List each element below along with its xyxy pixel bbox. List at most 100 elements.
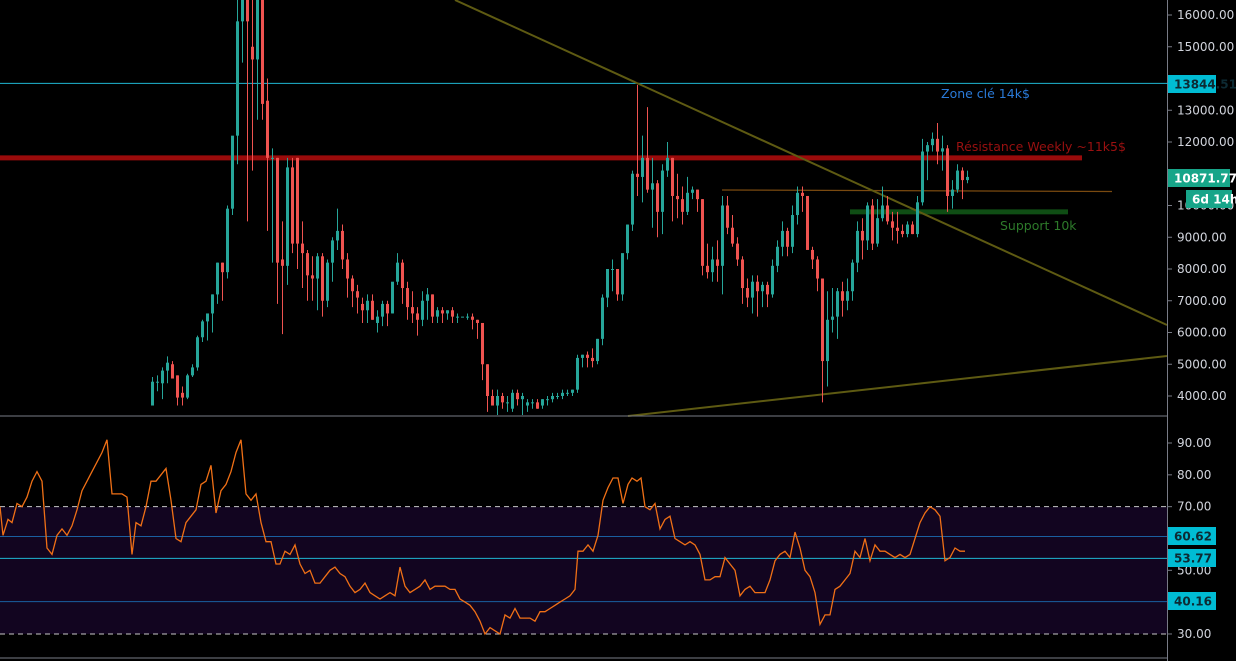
candle-body <box>896 227 899 231</box>
rsi-tick-label: 80.00 <box>1177 468 1211 482</box>
candle-body <box>666 157 669 171</box>
candle-body <box>261 0 264 104</box>
candle-body <box>946 148 949 196</box>
rsi-40-tag-text: 40.16 <box>1174 595 1212 609</box>
support-annotation[interactable]: Support 10k <box>1000 218 1077 233</box>
candle-body <box>446 310 449 314</box>
candle-body <box>501 396 504 403</box>
price-horizontal-levels[interactable] <box>0 82 1167 215</box>
candle-body <box>661 170 664 212</box>
candle-body <box>916 202 919 235</box>
candle-body <box>381 303 384 317</box>
candle-body <box>616 269 619 295</box>
candle-body <box>326 262 329 301</box>
candle-body <box>766 284 769 295</box>
last-price-tag: 10871.77 <box>1168 169 1236 187</box>
candle-body <box>236 21 239 136</box>
ascending-trendline[interactable] <box>627 355 1168 417</box>
candle-body <box>306 253 309 276</box>
candle-body <box>341 230 344 260</box>
candle-body <box>966 176 969 181</box>
candle-body <box>156 381 159 383</box>
candle-body <box>391 281 394 314</box>
candle-body <box>476 319 479 323</box>
candle-body <box>771 265 774 295</box>
support-zone[interactable] <box>850 209 1068 215</box>
candle-body <box>876 218 879 244</box>
candle-body <box>281 259 284 266</box>
candle-body <box>521 396 524 400</box>
candle-body <box>331 240 334 263</box>
candle-body <box>246 0 249 22</box>
candle-body <box>186 375 189 398</box>
candle-body <box>801 192 804 196</box>
candle-body <box>161 370 164 384</box>
candle-body <box>721 205 724 266</box>
horizontal-line[interactable] <box>721 189 1113 193</box>
candle-body <box>836 291 839 317</box>
candle-body <box>171 364 174 379</box>
candle-body <box>631 173 634 225</box>
candle-body <box>676 195 679 200</box>
resistance-annotation[interactable]: Résistance Weekly ~11k5$ <box>956 139 1126 154</box>
candle-body <box>816 259 819 279</box>
candle-body <box>781 230 784 247</box>
candle-body <box>206 313 209 322</box>
candle-body <box>471 316 474 320</box>
candle-body <box>436 310 439 317</box>
descending-trendline[interactable] <box>454 0 1168 326</box>
candle-body <box>861 230 864 241</box>
candle-body <box>506 402 509 404</box>
rsi-tick-label: 90.00 <box>1177 436 1211 450</box>
countdown-tag-bg <box>1186 190 1232 208</box>
candle-body <box>761 284 764 292</box>
last-price-tag-bg <box>1168 169 1230 187</box>
rsi-53-tag-text: 53.77 <box>1174 552 1212 566</box>
candle-body <box>396 262 399 282</box>
price-tick-label: 9000.00 <box>1177 230 1227 244</box>
price-tick-label: 12000.00 <box>1177 135 1234 149</box>
rsi-60-tag-bg <box>1168 527 1216 545</box>
trendlines[interactable] <box>454 0 1168 417</box>
candle-body <box>831 316 834 320</box>
candle-body <box>431 294 434 317</box>
candle-body <box>556 396 559 397</box>
candle-body <box>576 357 579 390</box>
candle-body <box>736 243 739 260</box>
candle-body <box>956 170 959 190</box>
candle-body <box>636 173 639 177</box>
zone-cle-annotation[interactable]: Zone clé 14k$ <box>941 86 1030 101</box>
candle-body <box>191 367 194 376</box>
candle-body <box>586 354 589 358</box>
candle-body <box>421 300 424 320</box>
rsi-tick-label: 70.00 <box>1177 500 1211 514</box>
candle-body <box>881 205 884 219</box>
countdown-tag-text: 6d 14h <box>1192 193 1236 207</box>
candle-body <box>796 192 799 216</box>
resistance-zone[interactable] <box>0 155 1082 161</box>
candle-body <box>291 167 294 244</box>
candle-body <box>571 389 574 393</box>
countdown-tag: 6d 14h <box>1186 190 1236 208</box>
candle-body <box>641 157 644 177</box>
candle-body <box>376 316 379 323</box>
candle-body <box>531 402 534 404</box>
candle-body <box>851 262 854 292</box>
candle-body <box>866 205 869 241</box>
candle-body <box>651 183 654 190</box>
rsi-40-tag: 40.16 <box>1168 592 1216 610</box>
candle-body <box>216 262 219 295</box>
candle-body <box>941 148 944 152</box>
candle-body <box>891 221 894 228</box>
candle-body <box>906 224 909 235</box>
candle-body <box>551 396 554 400</box>
candle-body <box>646 157 649 190</box>
price-tick-label: 7000.00 <box>1177 294 1227 308</box>
zone-price-tag-text: 13844.51 <box>1174 78 1236 92</box>
price-tick-label: 13000.00 <box>1177 103 1234 117</box>
candle-body <box>936 138 939 152</box>
candle-body <box>821 278 824 362</box>
candle-body <box>901 230 904 235</box>
